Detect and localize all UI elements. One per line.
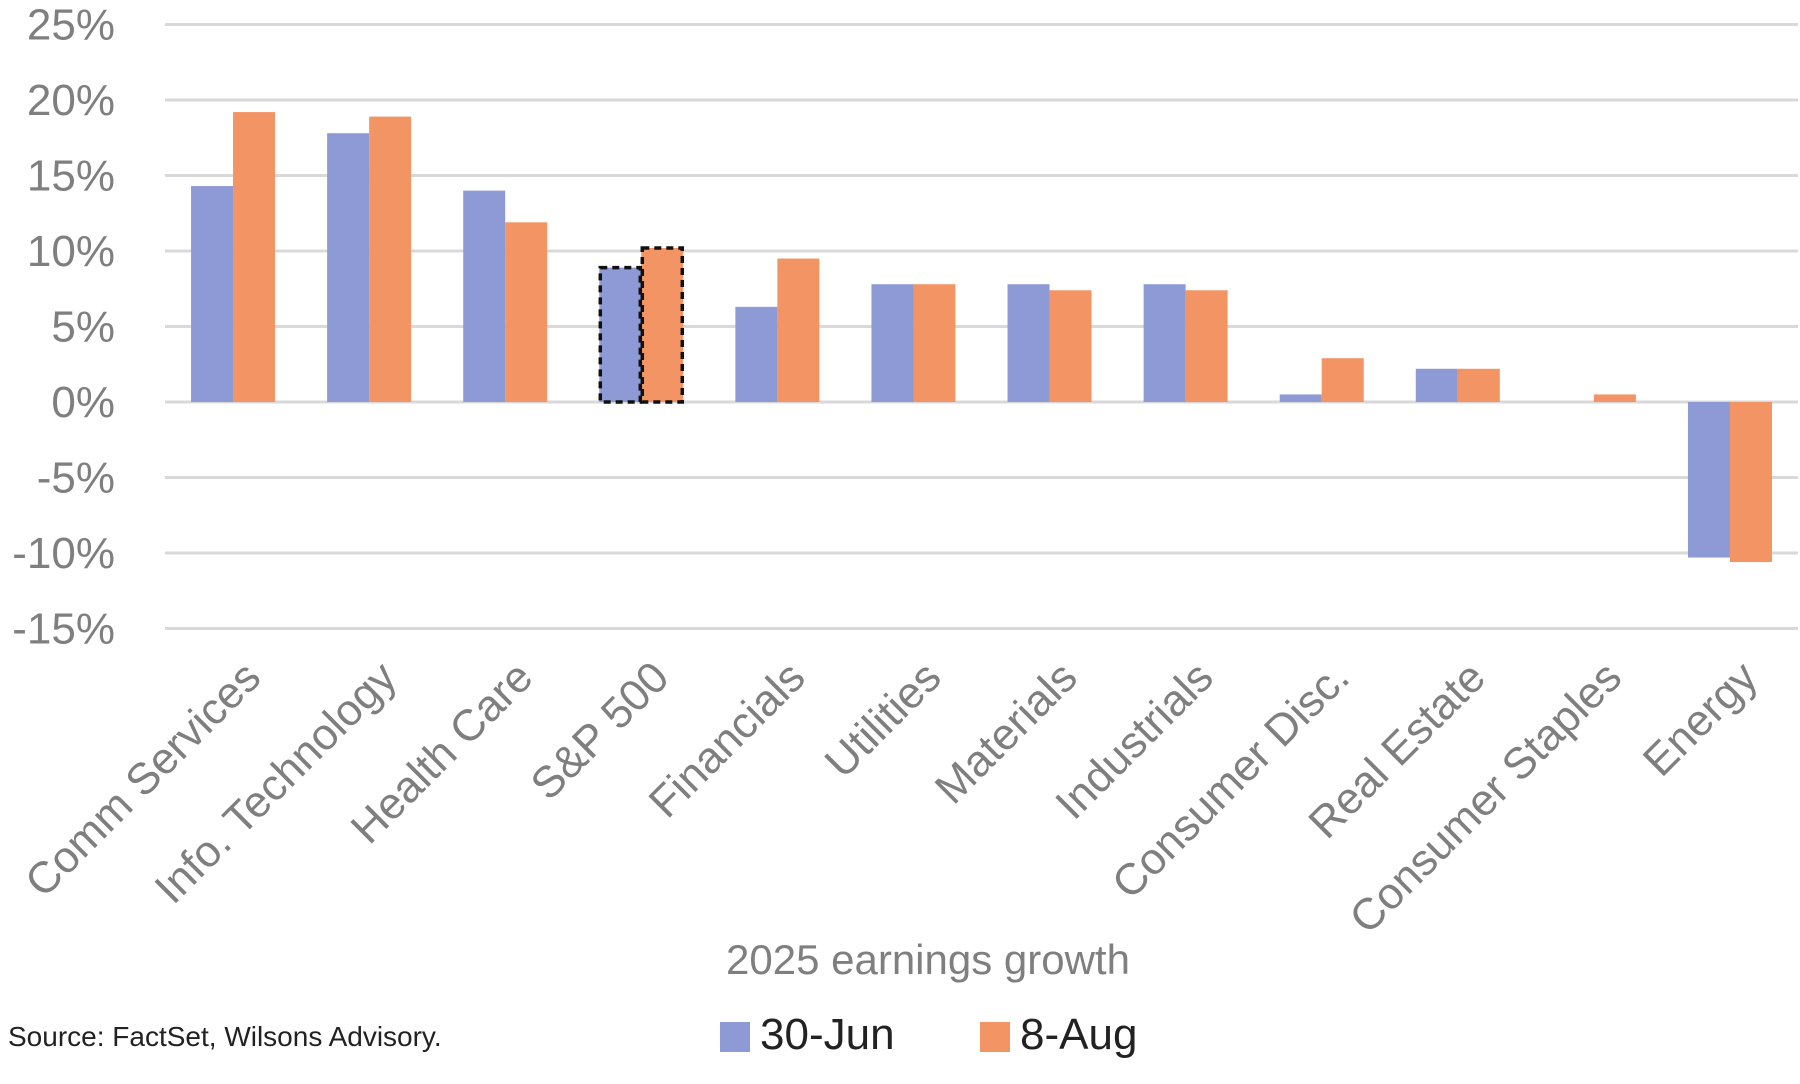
legend-swatch: [720, 1022, 750, 1052]
bar-series-2: [1729, 402, 1772, 563]
y-tick-label: 10%: [27, 227, 115, 276]
bar-series-2: [777, 258, 820, 402]
bar-series-1: [871, 284, 914, 402]
bar-series-1: [1007, 284, 1050, 402]
legend: 30-Jun 8-Aug: [720, 1010, 1137, 1059]
y-tick-label: 15%: [27, 152, 115, 201]
x-tick-label: Energy: [1634, 652, 1767, 785]
x-tick-label: Consumer Disc.: [1103, 652, 1359, 908]
y-tick-label: -5%: [37, 454, 115, 503]
y-tick-label: 25%: [27, 1, 115, 50]
gridlines: [165, 23, 1798, 630]
legend-label: 30-Jun: [760, 1010, 895, 1059]
x-tick-label: Comm Services: [16, 652, 270, 906]
bar-series-1: [1415, 368, 1458, 402]
x-tick-label: Info. Technology: [146, 652, 407, 913]
bar-series-2: [913, 284, 956, 402]
bar-series-2: [641, 247, 684, 402]
bar-series-2: [1321, 358, 1364, 402]
bar-series-2: [1185, 290, 1228, 402]
bar-series-2: [1593, 394, 1636, 402]
bar-series-2: [505, 222, 548, 402]
bar-series-2: [233, 112, 276, 402]
y-tick-label: -10%: [12, 529, 115, 578]
bar-series-2: [1049, 290, 1092, 402]
y-tick-label: 20%: [27, 76, 115, 125]
bar-series-1: [463, 190, 506, 402]
bar-series-1: [191, 186, 234, 402]
bar-series-1: [735, 306, 778, 402]
y-tick-label: 5%: [51, 303, 115, 352]
bar-series-2: [1457, 368, 1500, 402]
bar-series-1: [1687, 402, 1730, 558]
bar-series-1: [1279, 394, 1322, 402]
y-axis-ticks: 25% 20% 15% 10% 5% 0% -5% -10% -15%: [12, 1, 115, 654]
bars: [191, 112, 1772, 563]
legend-swatch: [980, 1022, 1010, 1052]
bar-series-1: [327, 133, 370, 402]
bar-series-1: [599, 267, 642, 402]
y-tick-label: 0%: [51, 378, 115, 427]
bar-series-1: [1143, 284, 1186, 402]
x-axis-title: 2025 earnings growth: [726, 936, 1130, 983]
y-tick-label: -15%: [12, 605, 115, 654]
highlight-box: [598, 265, 643, 404]
source-note: Source: FactSet, Wilsons Advisory.: [8, 1021, 442, 1052]
highlight-boxes: [598, 246, 685, 404]
bar-series-2: [369, 116, 412, 403]
x-tick-label: Utilities: [816, 652, 951, 787]
legend-label: 8-Aug: [1020, 1010, 1137, 1059]
